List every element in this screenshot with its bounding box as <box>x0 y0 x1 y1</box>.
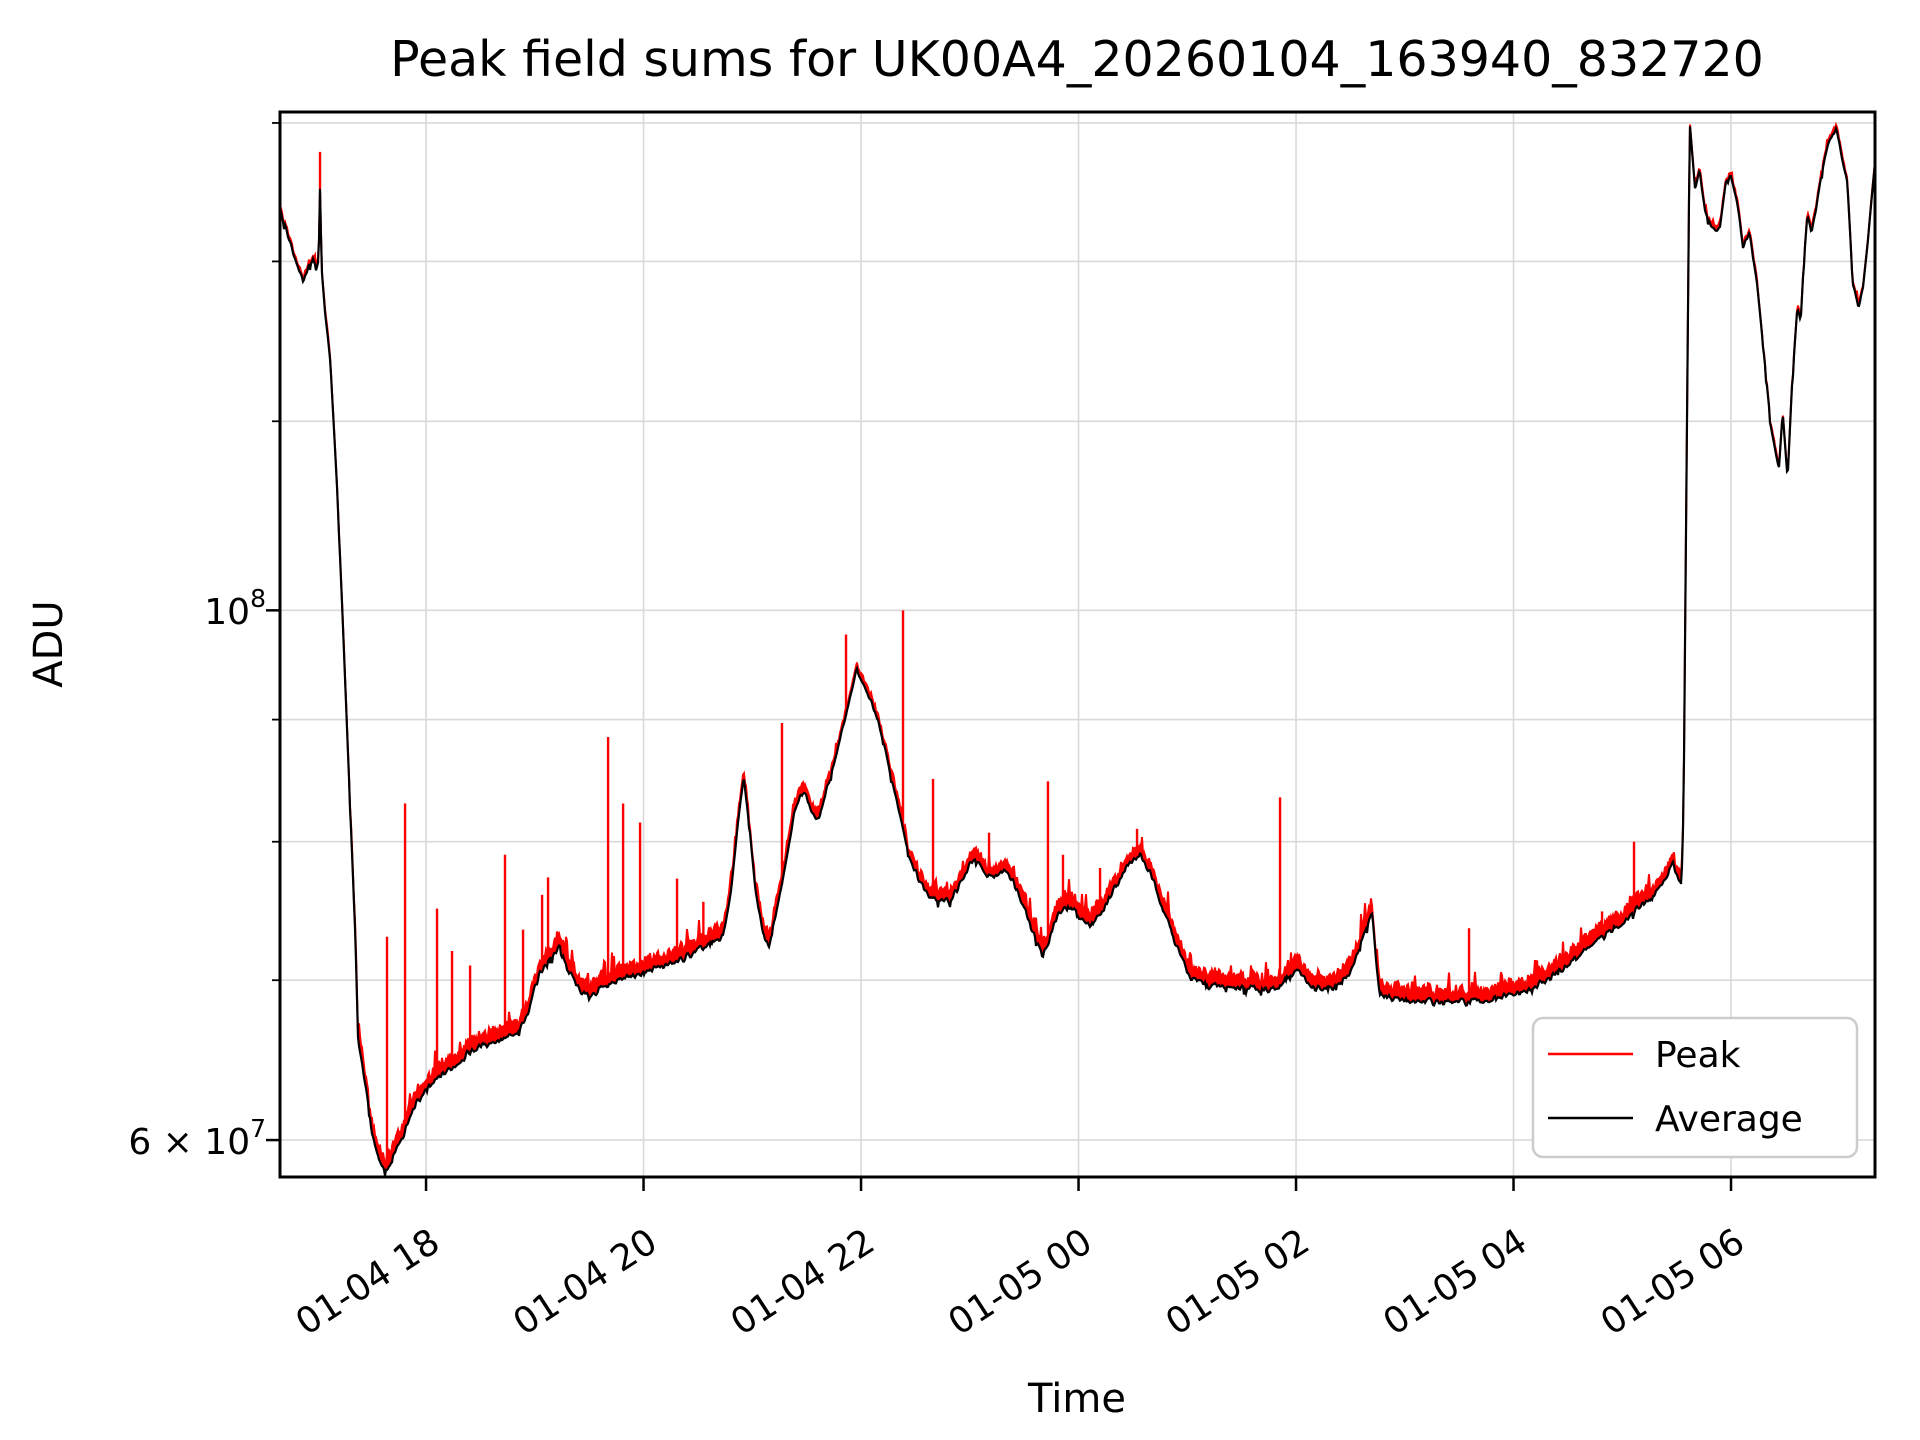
tick-marks <box>266 122 1733 1191</box>
x-tick-labels: 01-04 18 01-04 20 01-04 22 01-05 00 01-05 02… <box>289 1221 1752 1344</box>
x-tick-label: 01-04 18 <box>289 1221 447 1344</box>
x-tick-label: 01-05 06 <box>1594 1221 1752 1344</box>
x-tick-label: 01-04 20 <box>506 1221 664 1344</box>
average-series-line <box>278 125 1877 1176</box>
legend-label-peak: Peak <box>1655 1035 1741 1076</box>
chart-title: Peak field sums for UK00A4_20260104_1639… <box>390 31 1764 88</box>
peak-series-line <box>279 121 1876 1168</box>
y-tick-label-6e7: 6 × 107 <box>128 1114 266 1163</box>
x-tick-label: 01-05 04 <box>1376 1221 1534 1344</box>
gridlines <box>280 112 1875 1177</box>
legend: Peak Average <box>1531 1016 1859 1159</box>
x-tick-label: 01-04 22 <box>724 1221 882 1344</box>
x-tick-label: 01-05 00 <box>941 1221 1099 1344</box>
legend-label-average: Average <box>1655 1099 1803 1140</box>
x-tick-label: 01-05 02 <box>1159 1221 1317 1344</box>
y-axis-label: ADU <box>26 600 72 687</box>
series-layer <box>278 121 1877 1176</box>
y-tick-label-1e8: 108 <box>204 584 266 633</box>
x-axis-label: Time <box>1027 1376 1126 1422</box>
